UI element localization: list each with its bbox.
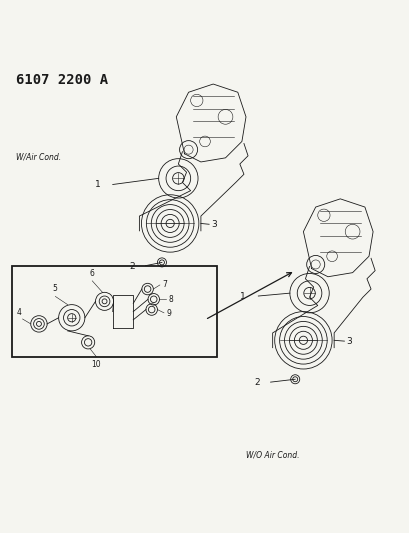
- Text: 4: 4: [17, 308, 22, 317]
- Bar: [12, 266, 217, 357]
- Text: 6107 2200 A: 6107 2200 A: [16, 73, 108, 87]
- Text: 3: 3: [346, 337, 351, 345]
- Text: W/O Air Cond.: W/O Air Cond.: [245, 450, 299, 459]
- Text: 9: 9: [166, 309, 171, 318]
- Text: 10: 10: [90, 360, 100, 369]
- Text: 6: 6: [90, 269, 94, 278]
- Text: W/Air Cond.: W/Air Cond.: [16, 153, 61, 162]
- Text: 7: 7: [162, 280, 166, 289]
- Text: 1: 1: [94, 180, 100, 189]
- Text: 3: 3: [211, 220, 216, 229]
- Text: 1: 1: [240, 292, 245, 301]
- Text: 8: 8: [168, 295, 173, 304]
- Text: 2: 2: [254, 377, 260, 386]
- Text: 5: 5: [52, 284, 57, 293]
- Text: 2: 2: [129, 262, 135, 271]
